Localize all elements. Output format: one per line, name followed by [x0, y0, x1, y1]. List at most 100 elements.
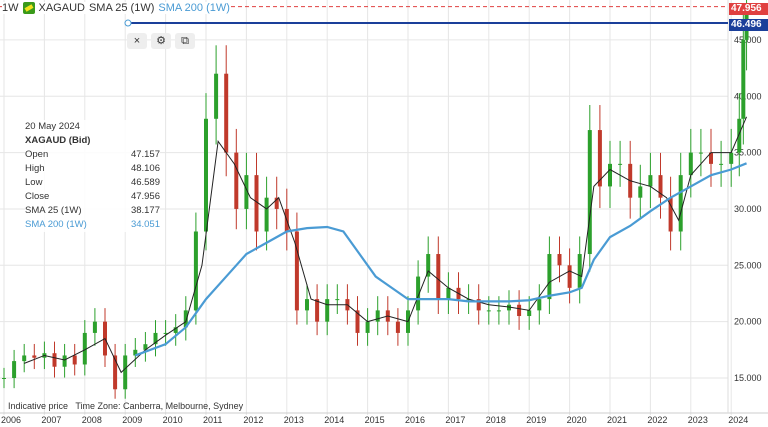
y-tick-label: 30.000 — [734, 204, 762, 214]
candle — [52, 341, 57, 378]
silver-logo-icon — [22, 2, 35, 14]
candle — [567, 248, 572, 304]
tooltip-value: 48.106 — [130, 163, 160, 174]
candle — [113, 343, 118, 399]
candle — [62, 343, 67, 378]
candle — [274, 176, 279, 230]
timezone-note: Time Zone: Canberra, Melbourne, Sydney — [75, 401, 244, 411]
x-tick-label: 2008 — [82, 415, 102, 425]
candle — [335, 284, 340, 314]
candle — [446, 272, 451, 314]
x-tick-label: 2009 — [122, 415, 142, 425]
candle — [355, 296, 360, 346]
candle — [426, 236, 431, 293]
x-tick-label: 2018 — [486, 415, 506, 425]
candle — [557, 236, 562, 283]
sma25-label[interactable]: SMA 25 (1W) — [88, 2, 155, 14]
candle — [32, 343, 37, 370]
candle — [537, 284, 542, 325]
tooltip-value: 47.956 — [130, 191, 160, 202]
gear-icon[interactable]: ⚙ — [151, 33, 171, 49]
tooltip-label: SMA 25 (1W) — [25, 205, 82, 216]
candle — [587, 105, 592, 272]
candle — [577, 236, 582, 304]
tooltip-label: Low — [25, 177, 43, 188]
candle — [234, 128, 239, 230]
copy-icon[interactable]: ⧉ — [175, 33, 195, 49]
candle — [547, 236, 552, 314]
candle — [395, 308, 400, 346]
candle — [375, 296, 380, 336]
candle — [527, 296, 532, 330]
candle — [92, 308, 97, 346]
x-tick-label: 2011 — [203, 415, 222, 425]
close-icon[interactable]: × — [127, 33, 147, 49]
sma200-line — [134, 162, 747, 357]
x-tick-label: 2010 — [163, 415, 183, 425]
x-tick-label: 2014 — [324, 415, 344, 425]
x-tick-label: 2013 — [284, 415, 304, 425]
x-tick-label: 2021 — [607, 415, 627, 425]
candle — [638, 164, 643, 219]
candle — [305, 284, 309, 325]
tooltip-value: 34.051 — [130, 219, 160, 230]
line-handle[interactable] — [124, 19, 132, 27]
ohlc-tooltip: 20 May 2024 XAGAUD (Bid) Open 47.157 High 4… — [25, 120, 160, 232]
candle — [476, 284, 481, 325]
x-tick-label: 2007 — [41, 415, 61, 425]
candle — [183, 296, 188, 341]
candle — [719, 140, 724, 187]
footer: Indicative price Time Zone: Canberra, Me… — [8, 401, 243, 411]
x-tick-label: 2024 — [728, 415, 748, 425]
y-tick-label: 20.000 — [734, 317, 762, 327]
candle — [741, 9, 746, 145]
tooltip-label: High — [25, 163, 45, 174]
candle — [325, 284, 330, 336]
candle — [416, 260, 421, 325]
y-tick-label: 25.000 — [734, 260, 762, 270]
candle — [678, 152, 683, 251]
candle — [12, 349, 17, 389]
x-tick-label: 2015 — [365, 415, 385, 425]
tooltip-date: 20 May 2024 — [25, 121, 80, 132]
candle — [365, 308, 370, 346]
candle — [264, 176, 269, 251]
symbol-label[interactable]: XAGAUD — [38, 2, 85, 14]
x-tick-label: 2023 — [688, 415, 708, 425]
candle — [648, 152, 653, 209]
y-tick-label: 40.000 — [734, 91, 762, 101]
tooltip-value: 38.177 — [130, 205, 160, 216]
candle — [729, 128, 734, 187]
candle — [214, 45, 219, 145]
x-tick-label: 2012 — [243, 415, 263, 425]
candle — [123, 343, 128, 399]
tooltip-label: Open — [25, 149, 49, 160]
y-tick-label: 15.000 — [734, 373, 762, 383]
candle — [133, 337, 138, 367]
x-tick-label: 2006 — [1, 415, 21, 425]
candle — [72, 343, 77, 376]
tooltip-value: 47.157 — [130, 149, 160, 160]
x-tick-label: 2017 — [445, 415, 465, 425]
candle — [82, 320, 87, 376]
candle — [709, 128, 713, 187]
candle — [163, 320, 168, 346]
candle — [2, 367, 6, 389]
x-tick-label: 2016 — [405, 415, 425, 425]
candle — [608, 140, 612, 209]
hline-price-tag[interactable]: 46.496 — [729, 19, 768, 31]
candle — [436, 236, 441, 314]
candle — [244, 152, 249, 230]
candle — [103, 308, 107, 367]
tooltip-label: SMA 200 (1W) — [25, 219, 87, 230]
candle — [173, 314, 178, 346]
x-tick-label: 2020 — [567, 415, 587, 425]
candle — [658, 152, 663, 219]
interval-label[interactable]: 1W — [2, 2, 19, 14]
candle — [315, 284, 320, 336]
candle — [224, 45, 229, 177]
candle — [618, 140, 623, 187]
sma200-label[interactable]: SMA 200 (1W) — [158, 2, 230, 14]
tooltip-value: 46.589 — [130, 177, 160, 188]
